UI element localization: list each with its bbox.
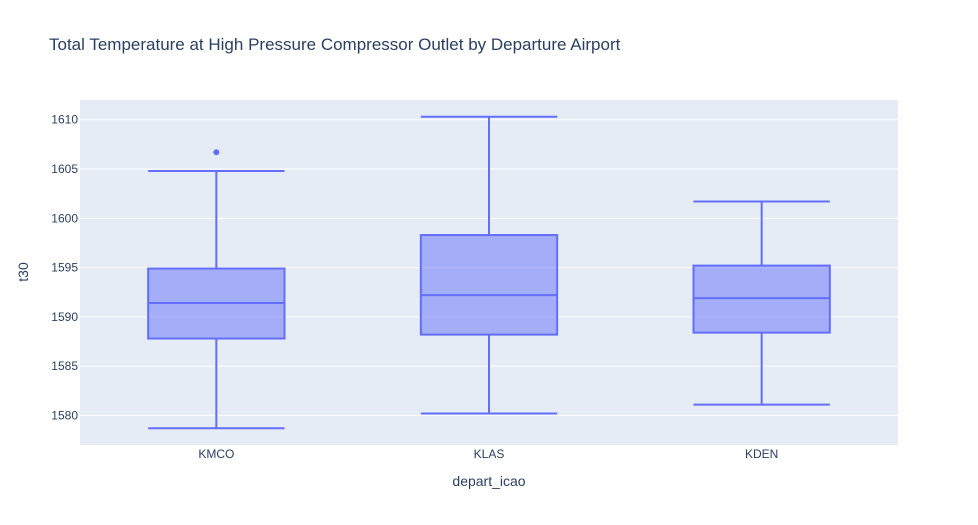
x-tick-label: KDEN <box>745 447 778 461</box>
y-tick-label: 1605 <box>51 162 78 176</box>
box-klas <box>419 115 559 415</box>
x-tick-labels: KMCO KLAS KDEN <box>198 447 778 461</box>
box-kden <box>692 200 831 406</box>
y-tick-label: 1590 <box>51 310 78 324</box>
y-tick-label: 1600 <box>51 211 78 225</box>
y-axis-label: t30 <box>15 262 31 282</box>
x-axis-label: depart_icao <box>452 473 525 489</box>
box-plots <box>147 115 831 430</box>
box-iqr <box>419 234 559 336</box>
chart-title: Total Temperature at High Pressure Compr… <box>49 35 621 54</box>
box-kmco <box>147 149 286 430</box>
y-tick-label: 1595 <box>51 261 78 275</box>
x-tick-label: KLAS <box>474 447 505 461</box>
y-tick-label: 1585 <box>51 359 78 373</box>
outlier-point <box>213 149 220 156</box>
x-tick-label: KMCO <box>198 447 234 461</box>
y-tick-label: 1580 <box>51 408 78 422</box>
y-tick-label: 1610 <box>51 113 78 127</box>
y-tick-labels: 1580 1585 1590 1595 1600 1605 1610 <box>51 113 78 423</box>
